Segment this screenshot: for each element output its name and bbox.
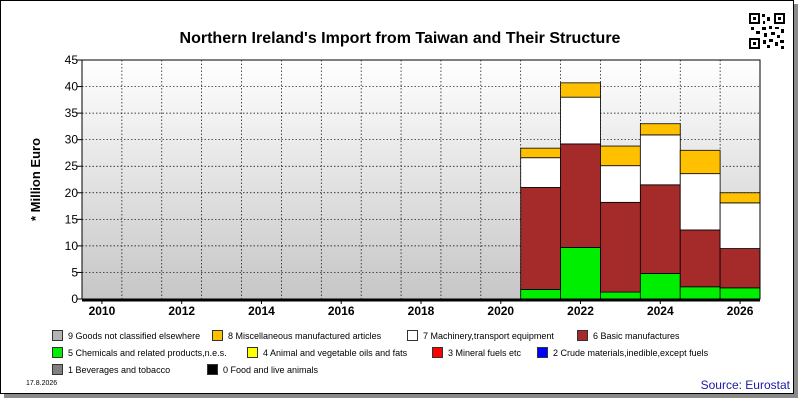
legend-swatch	[207, 364, 218, 375]
y-tick-label: 35	[65, 106, 79, 120]
y-tick-label: 40	[65, 80, 79, 94]
x-tick-label: 2014	[248, 304, 275, 318]
bar-segment	[719, 202, 761, 249]
y-tick-label: 45	[65, 53, 79, 67]
x-tick-label: 2024	[647, 304, 674, 318]
legend-label: 8 Miscellaneous manufactured articles	[228, 330, 382, 341]
legend-item: 3 Mineral fuels etc	[432, 347, 521, 358]
legend-swatch	[52, 330, 63, 341]
y-tick-label: 15	[65, 212, 79, 226]
y-axis-label: * Million Euro	[28, 138, 43, 221]
legend-swatch	[432, 347, 443, 358]
y-tick-label: 30	[65, 133, 79, 147]
legend-label: 3 Mineral fuels etc	[448, 347, 522, 358]
chart-title: Northern Ireland's Import from Taiwan an…	[179, 30, 621, 47]
bar-segment	[560, 82, 601, 98]
legend-item: 8 Miscellaneous manufactured articles	[212, 330, 381, 341]
legend-item: 1 Beverages and tobacco	[52, 364, 170, 375]
legend-swatch	[537, 347, 548, 358]
bar-segment	[719, 192, 761, 204]
legend-label: 4 Animal and vegetable oils and fats	[263, 347, 408, 358]
x-tick-label: 2010	[89, 304, 116, 318]
bar-segment	[639, 273, 681, 300]
bar-segment	[719, 287, 761, 300]
legend-item: 7 Machinery,transport equipment	[407, 330, 554, 341]
bar-segment	[679, 286, 721, 300]
legend-swatch	[52, 364, 63, 375]
legend-item: 9 Goods not classified elsewhere	[52, 330, 200, 341]
x-tick-label: 2022	[567, 304, 594, 318]
legend-label: 6 Basic manufactures	[593, 330, 680, 341]
bar-segment	[560, 143, 601, 248]
bar-segment	[679, 173, 721, 231]
y-tick-label: 20	[65, 186, 79, 200]
bar-segment	[520, 157, 561, 188]
bar-segment	[639, 184, 681, 274]
bar-segment	[639, 134, 681, 186]
bar-segment	[600, 165, 641, 203]
bar-segment	[560, 96, 601, 145]
legend-swatch	[212, 330, 223, 341]
legend-label: 5 Chemicals and related products,n.e.s.	[68, 347, 227, 358]
x-tick-label: 2012	[168, 304, 195, 318]
x-tick-label: 2018	[408, 304, 435, 318]
source-label: Source: Eurostat	[700, 378, 790, 392]
legend-label: 9 Goods not classified elsewhere	[68, 330, 201, 341]
legend-swatch	[577, 330, 588, 341]
qr-code-icon	[748, 12, 786, 50]
legend-label: 1 Beverages and tobacco	[68, 364, 171, 375]
legend: 9 Goods not classified elsewhere 8 Miscel…	[52, 330, 772, 380]
bar-segment	[520, 187, 561, 290]
y-tick-label: 5	[71, 265, 78, 279]
legend-item: 6 Basic manufactures	[577, 330, 680, 341]
bar-segment	[600, 291, 641, 300]
bar-segment	[600, 145, 641, 167]
y-tick-label: 0	[71, 292, 78, 306]
bar-segment	[520, 289, 561, 300]
legend-swatch	[247, 347, 258, 358]
y-tick-label: 25	[65, 159, 79, 173]
bar-segment	[520, 147, 561, 159]
date-stamp: 17.8.2026	[26, 380, 58, 387]
x-tick-label: 2016	[328, 304, 355, 318]
y-tick-label: 10	[65, 239, 79, 253]
legend-label: 2 Crude materials,inedible,except fuels	[553, 347, 709, 358]
legend-label: 7 Machinery,transport equipment	[423, 330, 554, 341]
bar-segment	[600, 201, 641, 293]
legend-swatch	[52, 347, 63, 358]
bar-segment	[560, 247, 601, 300]
x-tick-label: 2026	[727, 304, 754, 318]
stacked-bar-chart: 0 5 10 15 20 25 30 35 40 45 2010 2012 2014 2016 2018 20…	[28, 53, 761, 318]
legend-item: 4 Animal and vegetable oils and fats	[247, 347, 407, 358]
bars-layer	[520, 82, 761, 300]
legend-item: 5 Chemicals and related products,n.e.s.	[52, 347, 227, 358]
legend-swatch	[407, 330, 418, 341]
legend-item: 2 Crude materials,inedible,except fuels	[537, 347, 708, 358]
bar-segment	[719, 248, 761, 289]
x-tick-label: 2020	[487, 304, 514, 318]
bar-segment	[639, 123, 681, 136]
axes: 0 5 10 15 20 25 30 35 40 45 2010 2012 2014 2016 2018 20…	[65, 53, 761, 318]
legend-label: 0 Food and live animals	[223, 364, 319, 375]
bar-segment	[679, 229, 721, 288]
bar-segment	[679, 149, 721, 175]
legend-item: 0 Food and live animals	[207, 364, 318, 375]
